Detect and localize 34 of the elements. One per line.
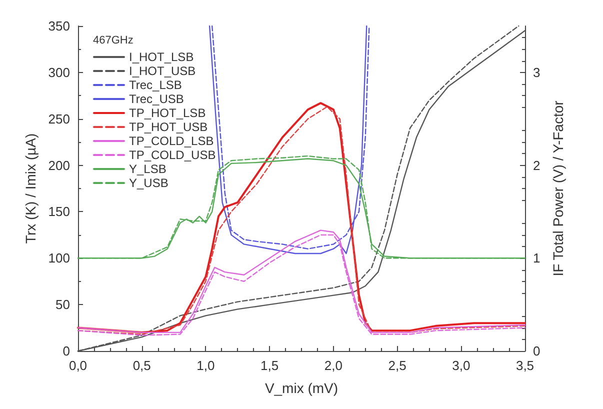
y-tick-label: 250 bbox=[48, 111, 70, 126]
legend-label: TP_HOT_LSB bbox=[129, 106, 206, 120]
y-tick-label: 200 bbox=[48, 158, 70, 173]
legend-label: TP_COLD_LSB bbox=[129, 134, 214, 148]
legend-label: I_HOT_LSB bbox=[129, 50, 194, 64]
y-tick-label: 350 bbox=[48, 18, 70, 34]
legend-label: TP_HOT_USB bbox=[129, 120, 208, 134]
x-tick-label: 0,0 bbox=[68, 358, 88, 373]
y2-tick-label: 0 bbox=[533, 344, 540, 358]
x-tick-label: 1,0 bbox=[196, 358, 215, 373]
x-axis-title: V_mix (mV) bbox=[264, 380, 338, 396]
legend-label: Trec_USB bbox=[129, 92, 184, 106]
legend-label: I_HOT_USB bbox=[129, 64, 196, 78]
x-tick-label: 0,5 bbox=[132, 358, 151, 373]
legend-label: TP_COLD_USB bbox=[129, 148, 216, 162]
y-tick-label: 150 bbox=[48, 204, 70, 220]
x-tick-label: 2,5 bbox=[388, 358, 406, 373]
legend-label: Y_USB bbox=[129, 176, 168, 190]
y2-axis-title: IF Total Power (V) / Y-Factor bbox=[550, 100, 566, 276]
x-tick-label: 2,0 bbox=[324, 358, 342, 373]
y2-tick-label: 1 bbox=[533, 250, 540, 266]
y-tick-label: 100 bbox=[48, 250, 70, 266]
y2-tick-label: 2 bbox=[533, 158, 540, 173]
legend-label: Y_LSB bbox=[129, 162, 166, 176]
y-tick-label: 0 bbox=[62, 344, 70, 358]
y-tick-label: 50 bbox=[56, 297, 70, 312]
x-tick-label: 1,5 bbox=[260, 358, 279, 373]
x-tick-label: 3,0 bbox=[452, 358, 470, 373]
legend-title: 467GHz bbox=[93, 34, 134, 46]
legend-label: Trec_LSB bbox=[129, 78, 182, 92]
x-tick-label: 3,5 bbox=[516, 358, 534, 373]
y2-tick-label: 3 bbox=[533, 64, 540, 80]
y-tick-label: 300 bbox=[48, 64, 70, 80]
y-axis-title: Trx (K) / Imix (µA) bbox=[22, 133, 38, 244]
